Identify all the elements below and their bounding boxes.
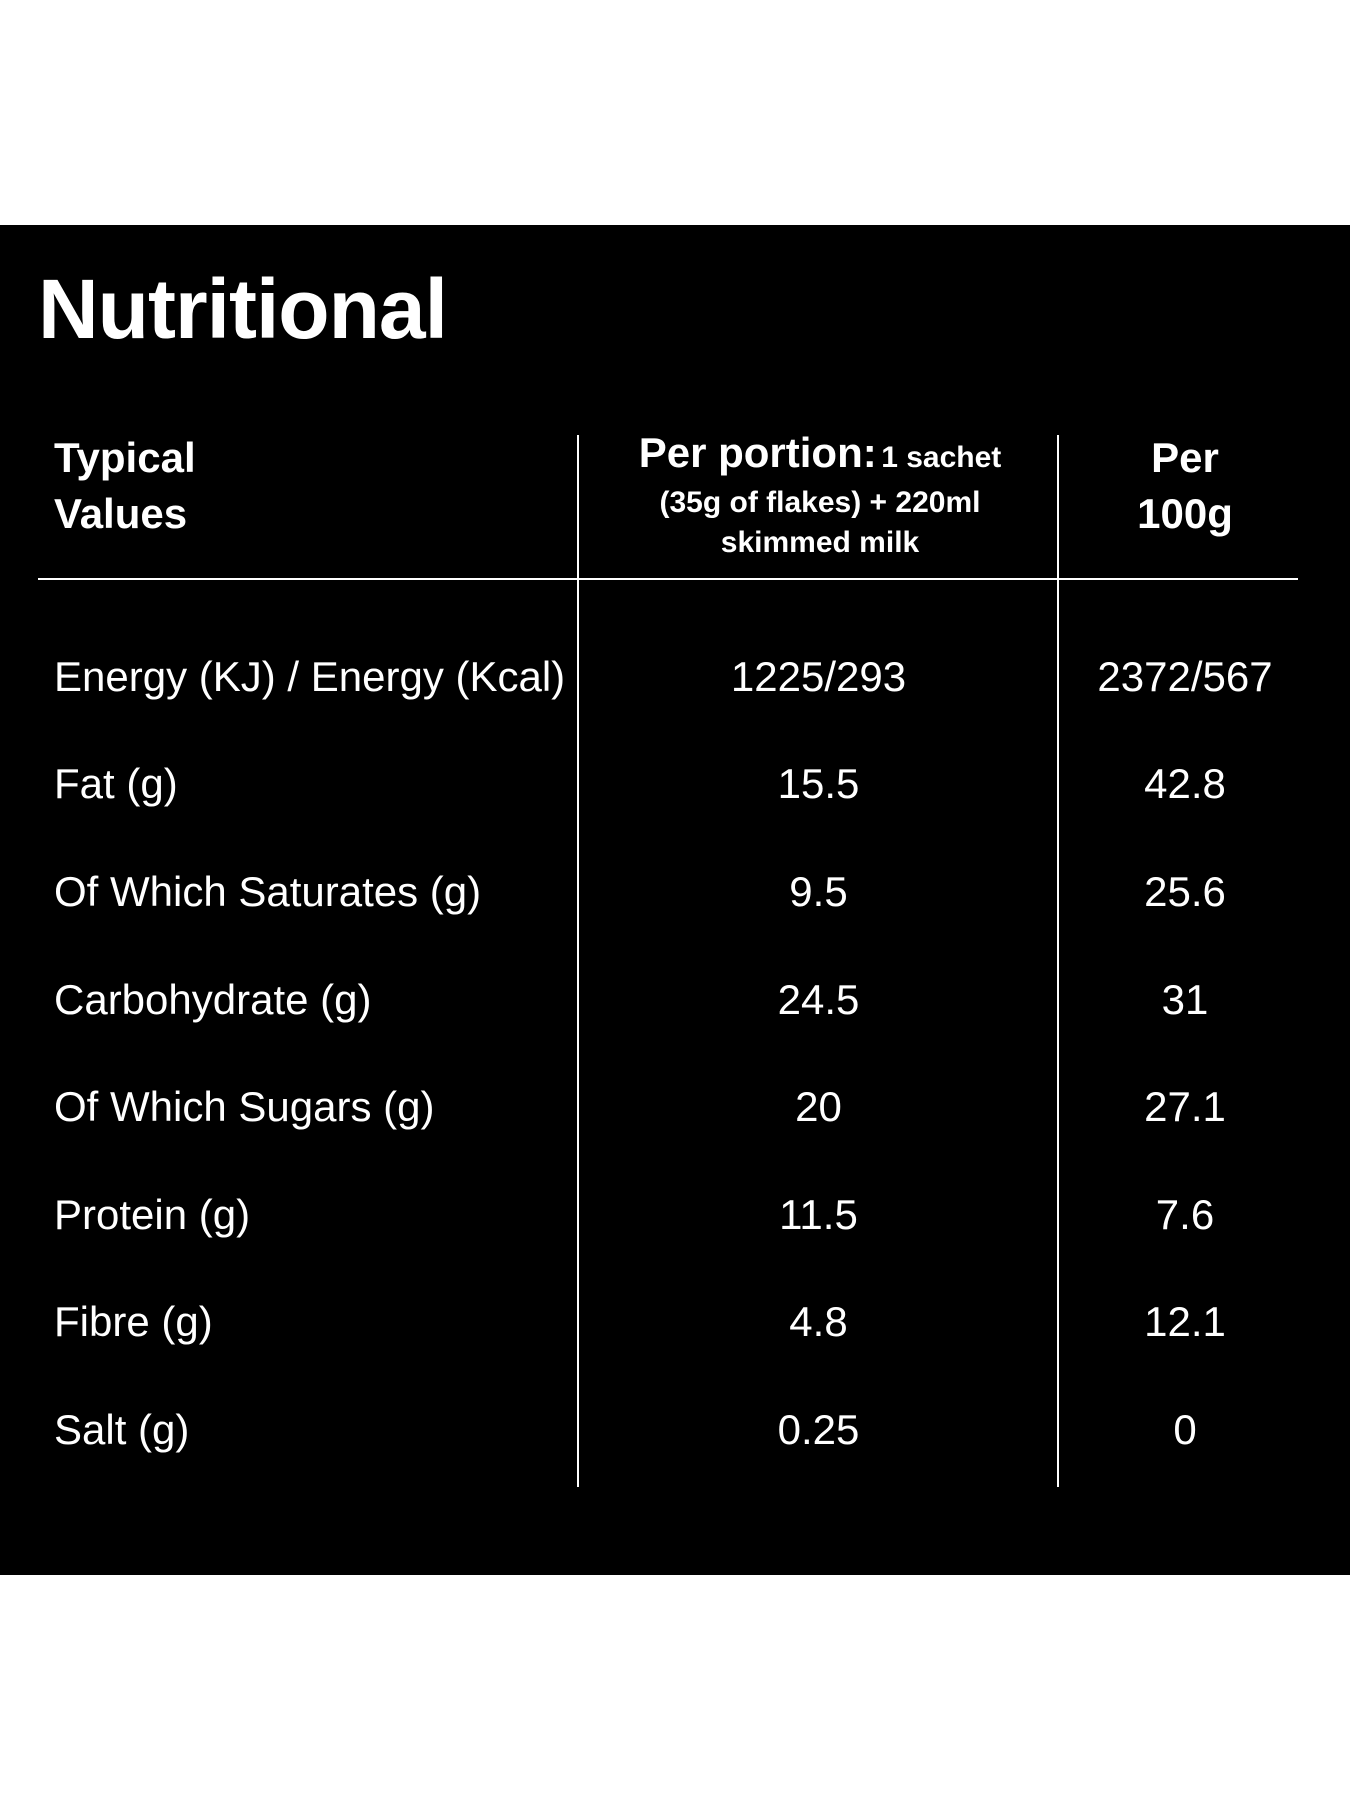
row-per100g-value: 2372/567 [1097, 653, 1273, 700]
header-100g-line2: 100g [1137, 490, 1233, 537]
row-label: Of Which Sugars (g) [54, 1083, 435, 1130]
column-divider-1 [577, 435, 579, 1487]
table-row-fibre: Fibre (g) 4.8 12.1 [0, 1292, 1350, 1352]
header-divider [38, 578, 1298, 580]
header-portion-bold: Per portion: [638, 429, 877, 476]
header-typical-line1: Typical [54, 434, 196, 481]
table-row-sugars: Of Which Sugars (g) 20 27.1 [0, 1077, 1350, 1137]
nutrition-panel: Nutritional Typical Values Per portion: … [0, 225, 1350, 1575]
header-100g-line1: Per [1151, 434, 1219, 481]
row-label: Carbohydrate (g) [54, 976, 372, 1023]
header-portion-sachet: 1 sachet [881, 441, 1002, 474]
table-row-salt: Salt (g) 0.25 0 [0, 1400, 1350, 1460]
row-portion-value: 24.5 [777, 976, 860, 1023]
table-row-protein: Protein (g) 11.5 7.6 [0, 1185, 1350, 1245]
table-row-carbohydrate: Carbohydrate (g) 24.5 31 [0, 970, 1350, 1030]
header-per-100g: Per 100g [1065, 430, 1305, 542]
row-portion-value: 20 [795, 1083, 842, 1130]
row-label: Energy (KJ) / Energy (Kcal) [54, 653, 566, 700]
row-per100g-value: 25.6 [1144, 868, 1226, 915]
row-label: Fibre (g) [54, 1298, 213, 1345]
header-typical-values: Typical Values [54, 430, 554, 542]
page-title: Nutritional [38, 262, 448, 356]
row-per100g-value: 12.1 [1144, 1298, 1226, 1345]
table-row-saturates: Of Which Saturates (g) 9.5 25.6 [0, 862, 1350, 922]
row-per100g-value: 27.1 [1144, 1083, 1226, 1130]
row-portion-value: 11.5 [779, 1191, 858, 1238]
row-portion-value: 15.5 [777, 760, 860, 807]
table-row-energy: Energy (KJ) / Energy (Kcal) 1225/293 237… [0, 647, 1350, 707]
row-portion-value: 9.5 [789, 868, 848, 915]
row-portion-value: 0.25 [777, 1406, 860, 1453]
row-per100g-value: 7.6 [1155, 1191, 1215, 1238]
row-label: Of Which Saturates (g) [54, 868, 482, 915]
row-label: Protein (g) [54, 1191, 251, 1238]
header-typical-line2: Values [54, 490, 188, 537]
row-per100g-value: 31 [1161, 976, 1209, 1023]
row-portion-value: 4.8 [789, 1298, 848, 1345]
row-portion-value: 1225/293 [730, 653, 907, 700]
header-per-portion: Per portion: 1 sachet (35g of flakes) + … [590, 432, 1050, 563]
table-row-fat: Fat (g) 15.5 42.8 [0, 754, 1350, 814]
row-per100g-value: 42.8 [1144, 760, 1226, 807]
row-per100g-value: 0 [1173, 1406, 1197, 1453]
row-label: Salt (g) [54, 1406, 190, 1453]
column-divider-2 [1057, 435, 1059, 1487]
header-portion-line2: (35g of flakes) + 220ml [659, 486, 981, 519]
header-portion-line3: skimmed milk [720, 526, 920, 559]
row-label: Fat (g) [54, 760, 178, 807]
